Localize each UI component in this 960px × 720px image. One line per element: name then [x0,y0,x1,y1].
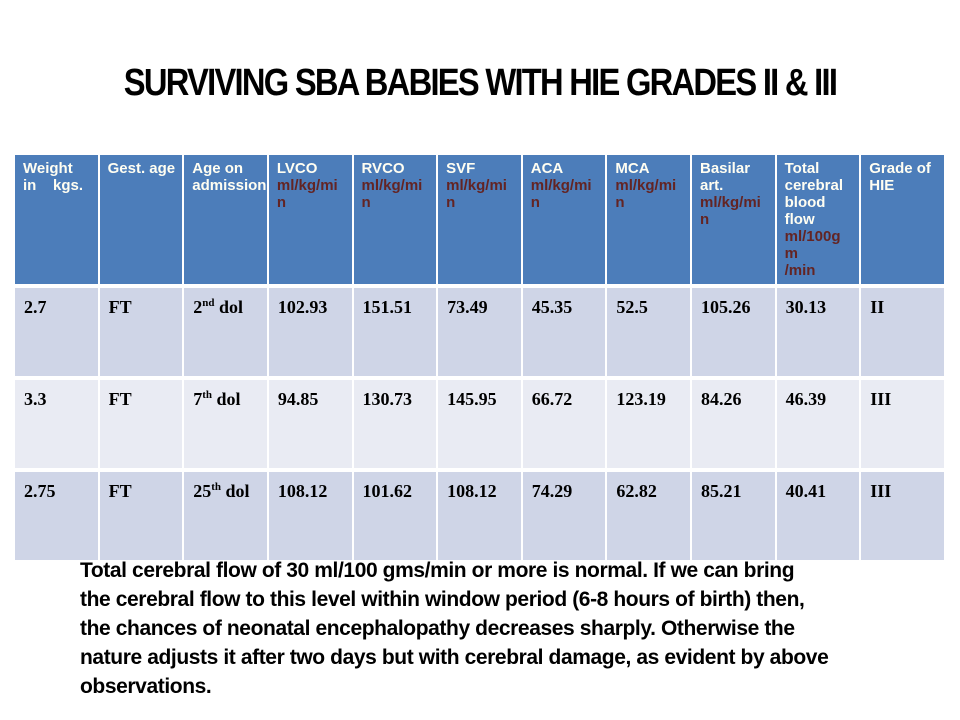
summary-note: Total cerebral flow of 30 ml/100 gms/min… [80,556,910,701]
column-header-lvco: LVCO ml/kg/mi n [266,151,354,288]
column-header-aca: ACA ml/kg/mi n [520,151,608,288]
cell-mca: 123.19 [605,376,692,472]
cell-lvco: 108.12 [266,468,354,564]
age-ordinal-suffix: nd [202,297,215,309]
cell-age-on-admission: 25th dol [182,468,269,564]
column-label: Grade of HIE [869,160,931,194]
column-label: Total cerebral blood flow [784,160,843,228]
note-line: Total cerebral flow of 30 ml/100 gms/min… [80,559,795,582]
cell-basilar: 85.21 [690,468,777,564]
cell-svf: 108.12 [436,468,523,564]
age-number: 7 [193,389,203,409]
age-unit-text: dol [212,389,241,409]
cell-svf: 73.49 [436,284,523,380]
cell-aca: 45.35 [520,284,608,380]
cell-grade: III [859,376,946,472]
column-header-gest-age: Gest. age [97,151,185,288]
cell-grade: III [859,468,946,564]
age-ordinal-suffix: th [202,389,213,401]
column-unit: ml/kg/mi n [615,177,677,211]
cell-total-cbf: 30.13 [774,284,862,380]
hie-data-table: Weight in kgs. Gest. age Age on admissio… [13,151,946,564]
age-number: 25 [193,481,212,501]
column-label: ACA [530,160,564,177]
column-label: Gest. age [107,160,176,177]
column-label: Weight in kgs. [23,160,84,194]
cell-aca: 74.29 [520,468,608,564]
column-label: MCA [615,160,650,177]
column-unit: ml/kg/mi n [446,177,507,211]
cell-rvco: 130.73 [351,376,439,472]
cell-lvco: 102.93 [266,284,354,380]
column-label: Basilar art. [700,160,751,194]
cell-total-cbf: 40.41 [774,468,862,564]
note-line: nature adjusts it after two days but wit… [80,646,829,669]
cell-mca: 52.5 [605,284,692,380]
column-header-rvco: RVCO ml/kg/mi n [351,151,439,288]
cell-basilar: 105.26 [690,284,777,380]
note-line: the chances of neonatal encephalopathy d… [80,617,795,640]
column-label: SVF [446,160,476,177]
column-header-svf: SVF ml/kg/mi n [436,151,523,288]
cell-rvco: 101.62 [351,468,439,564]
column-header-basilar-art: Basilar art. ml/kg/mi n [690,151,777,288]
column-unit: ml/kg/mi n [700,194,761,228]
cell-grade: II [859,284,946,380]
cell-aca: 66.72 [520,376,608,472]
cell-gest-age: FT [97,284,185,380]
cell-mca: 62.82 [605,468,692,564]
note-line: the cerebral flow to this level within w… [80,588,805,611]
cell-age-on-admission: 2nd dol [182,284,269,380]
table-row: 3.3 FT 7th dol 94.85 130.73 145.95 66.72… [13,376,946,472]
column-unit: ml/kg/mi n [276,177,338,211]
note-line: observations. [80,675,212,698]
table-row: 2.75 FT 25th dol 108.12 101.62 108.12 74… [13,468,946,564]
column-unit: ml/100gm /min [784,228,841,279]
age-unit-text: dol [221,481,250,501]
data-table-container: Weight in kgs. Gest. age Age on admissio… [13,151,946,564]
age-ordinal-suffix: th [211,481,222,493]
column-header-weight: Weight in kgs. [13,151,100,288]
cell-weight: 2.7 [13,284,100,380]
column-header-total-cerebral-blood-flow: Total cerebral blood flow ml/100gm /min [774,151,862,288]
column-label: Age on admission [192,160,267,194]
slide-title: SURVIVING SBA BABIES WITH HIE GRADES II … [123,62,838,104]
column-unit: ml/kg/mi n [530,177,592,211]
cell-weight: 2.75 [13,468,100,564]
cell-weight: 3.3 [13,376,100,472]
age-number: 2 [193,297,203,317]
column-unit: ml/kg/mi n [361,177,423,211]
cell-total-cbf: 46.39 [774,376,862,472]
column-header-age-on-admission: Age on admission [182,151,269,288]
cell-basilar: 84.26 [690,376,777,472]
column-label: RVCO [361,160,405,177]
cell-svf: 145.95 [436,376,523,472]
column-label: LVCO [276,160,318,177]
cell-gest-age: FT [97,376,185,472]
cell-rvco: 151.51 [351,284,439,380]
column-header-grade-of-hie: Grade of HIE [859,151,946,288]
cell-age-on-admission: 7th dol [182,376,269,472]
cell-lvco: 94.85 [266,376,354,472]
age-unit-text: dol [214,297,244,317]
cell-gest-age: FT [97,468,185,564]
table-row: 2.7 FT 2nd dol 102.93 151.51 73.49 45.35… [13,284,946,380]
column-header-mca: MCA ml/kg/mi n [605,151,692,288]
table-header-row: Weight in kgs. Gest. age Age on admissio… [13,151,946,288]
